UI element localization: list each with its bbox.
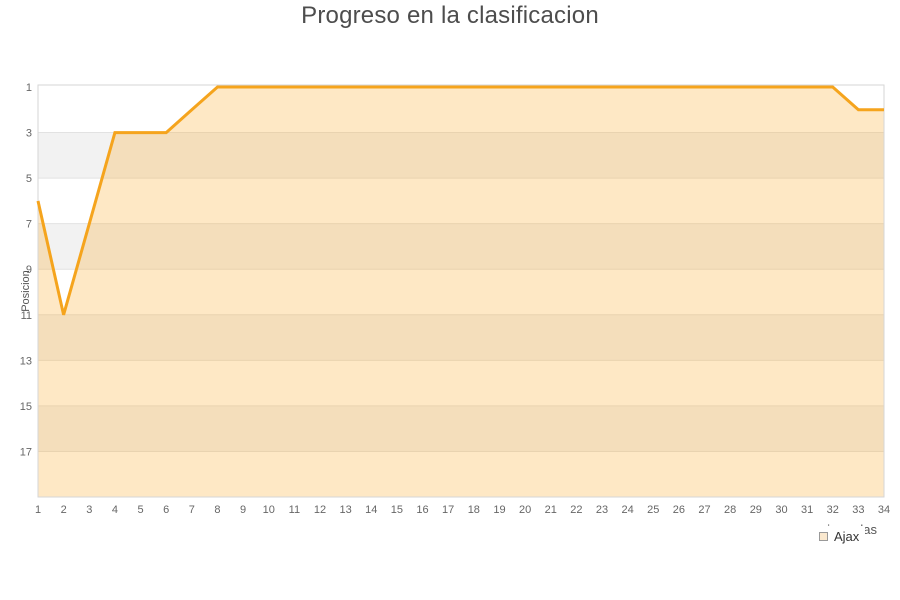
x-tick-label: 33: [852, 504, 864, 516]
legend-swatch-icon: [819, 532, 828, 541]
x-tick-label: 8: [214, 504, 220, 516]
plot-band: [38, 223, 884, 270]
x-tick-label: 29: [750, 504, 762, 516]
x-tick-label: 27: [698, 504, 710, 516]
x-tick-label: 4: [112, 504, 118, 516]
plot-band: [38, 360, 884, 406]
x-tick-label: 18: [468, 504, 480, 516]
x-tick-label: 25: [647, 504, 659, 516]
x-tick-label: 30: [775, 504, 787, 516]
plot-band: [38, 178, 884, 224]
x-tick-label: 2: [61, 504, 67, 516]
y-tick-label: 3: [26, 128, 32, 140]
y-tick-label: 9: [26, 264, 32, 276]
x-tick-label: 31: [801, 504, 813, 516]
x-tick-label: 9: [240, 504, 246, 516]
plot-band: [38, 405, 884, 452]
y-axis-title: Posicion: [20, 270, 32, 312]
plot-band: [38, 269, 884, 315]
y-tick-label: 7: [26, 219, 32, 231]
plot-band: [38, 87, 884, 133]
x-tick-label: 22: [570, 504, 582, 516]
x-tick-label: 3: [86, 504, 92, 516]
area-fill: [38, 87, 884, 497]
x-tick-label: 14: [365, 504, 377, 516]
x-tick-label: 7: [189, 504, 195, 516]
y-tick-label: 11: [21, 310, 32, 322]
x-tick-label: 5: [137, 504, 143, 516]
chart-title: Progreso en la clasificacion: [301, 2, 599, 29]
y-tick-label: 5: [26, 173, 32, 185]
x-tick-label: 17: [442, 504, 454, 516]
plot-band: [38, 451, 884, 497]
plot-border: [37, 84, 885, 498]
x-tick-label: 15: [391, 504, 403, 516]
legend-item-ajax[interactable]: Ajax: [819, 529, 859, 544]
x-tick-label: 11: [289, 504, 300, 516]
x-tick-label: 28: [724, 504, 736, 516]
plot-band: [38, 132, 884, 179]
x-tick-label: 6: [163, 504, 169, 516]
legend: Ajax: [806, 526, 866, 548]
x-tick-label: 13: [340, 504, 352, 516]
x-tick-label: 24: [622, 504, 634, 516]
x-tick-label: 1: [35, 504, 41, 516]
x-tick-label: 20: [519, 504, 531, 516]
x-tick-label: 16: [416, 504, 428, 516]
x-tick-label: 23: [596, 504, 608, 516]
y-tick-label: 17: [20, 446, 32, 458]
y-tick-label: 13: [20, 355, 32, 367]
legend-label: Ajax: [834, 529, 860, 544]
x-tick-label: 19: [493, 504, 505, 516]
x-tick-label: 34: [878, 504, 890, 516]
plot-band: [38, 314, 884, 361]
y-tick-label: 1: [26, 82, 32, 94]
x-tick-label: 10: [263, 504, 275, 516]
x-tick-label: 26: [673, 504, 685, 516]
x-tick-label: 12: [314, 504, 326, 516]
x-tick-label: 32: [827, 504, 839, 516]
x-tick-label: 21: [545, 504, 557, 516]
y-tick-label: 15: [20, 401, 32, 413]
series-line: [36, 85, 884, 316]
